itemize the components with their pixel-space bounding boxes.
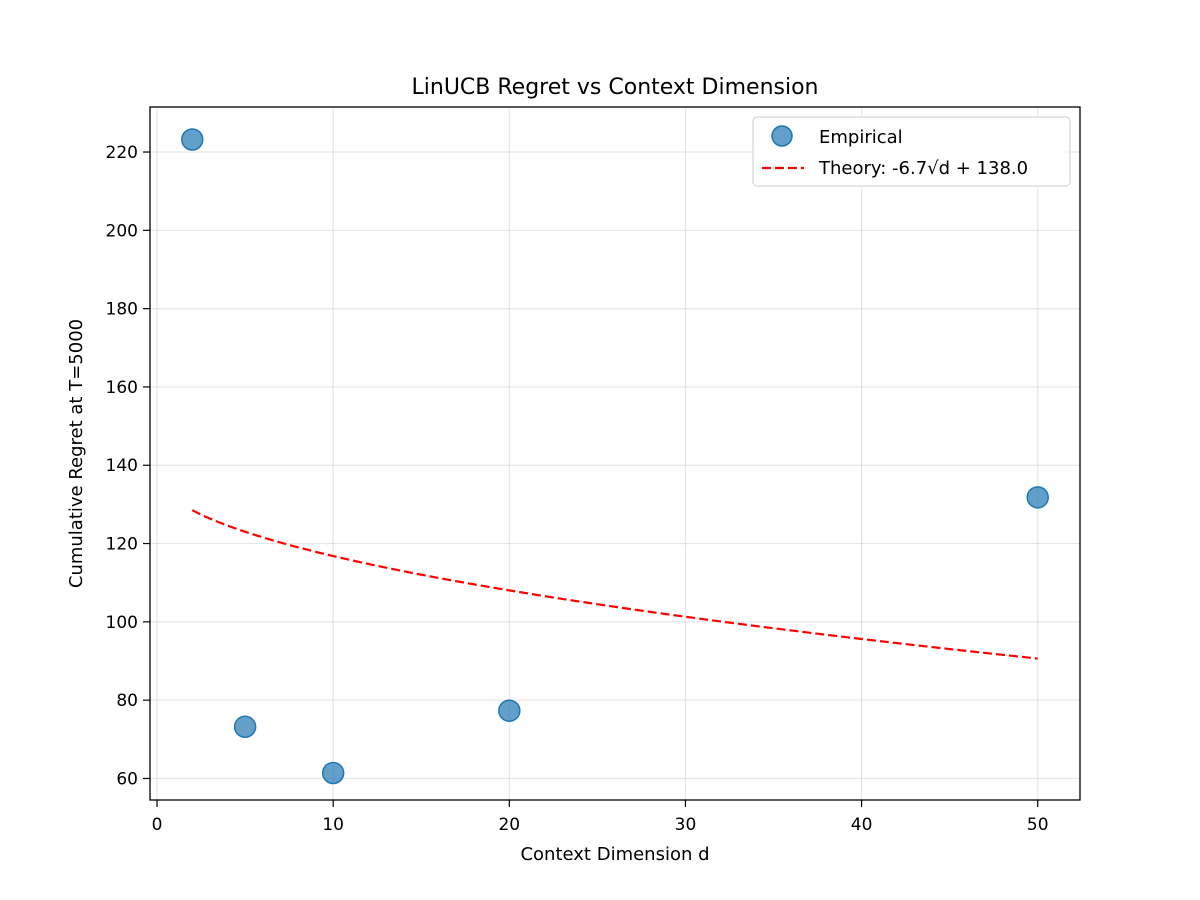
- empirical-point: [233, 715, 257, 739]
- y-tick-label: 80: [116, 691, 138, 711]
- empirical-point: [498, 699, 521, 722]
- y-tick-label: 60: [116, 769, 138, 789]
- x-tick-label: 40: [851, 815, 873, 835]
- x-tick-label: 50: [1027, 815, 1049, 835]
- empirical-point: [1026, 486, 1049, 509]
- legend-theory-label: Theory: -6.7√d + 138.0: [818, 158, 1028, 179]
- y-tick-label: 120: [106, 535, 138, 555]
- axis-ticks: 0 10 20 30 40 50 60 80 100 120 140 160 180 200 220: [106, 143, 1049, 835]
- legend-box: [752, 116, 1071, 187]
- legend: Empirical Theory: -6.7√d + 138.0: [752, 116, 1071, 187]
- chart-title: LinUCB Regret vs Context Dimension: [412, 75, 819, 100]
- y-tick-label: 160: [106, 378, 138, 398]
- x-tick-label: 0: [152, 815, 163, 835]
- y-tick-label: 200: [106, 221, 138, 241]
- x-axis-label: Context Dimension d: [520, 844, 709, 865]
- data-layer: [181, 128, 1049, 785]
- y-tick-label: 100: [106, 613, 138, 633]
- plot-frame: [149, 106, 1081, 801]
- grid-lines: [150, 107, 1080, 800]
- x-tick-label: 10: [322, 815, 344, 835]
- x-tick-label: 30: [675, 815, 697, 835]
- empirical-point: [321, 761, 345, 785]
- x-tick-label: 20: [498, 815, 520, 835]
- legend-empirical-label: Empirical: [819, 127, 903, 148]
- y-axis-label: Cumulative Regret at T=5000: [66, 319, 87, 588]
- y-tick-label: 180: [106, 300, 138, 320]
- y-tick-label: 220: [106, 143, 138, 163]
- empirical-point: [181, 128, 204, 151]
- y-tick-label: 140: [106, 456, 138, 476]
- theory-line: [191, 509, 1038, 660]
- legend-empirical-marker: [771, 125, 793, 147]
